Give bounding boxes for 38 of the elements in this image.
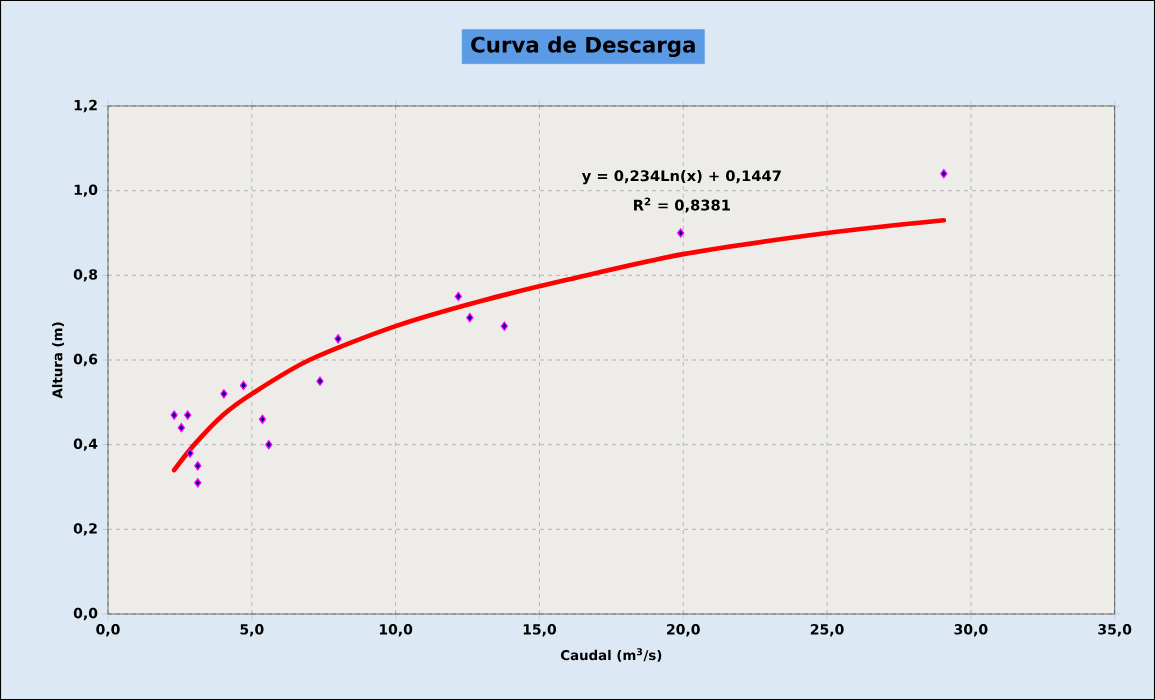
x-axis-title: Caudal (m$^{3}$/s)	[560, 648, 662, 662]
x-tick-label: 35,0	[1098, 624, 1132, 637]
point	[194, 461, 202, 471]
x-tick-label: 5,0	[240, 624, 264, 637]
y-tick-label: 0,6	[73, 353, 98, 367]
point	[184, 410, 192, 420]
annotation: R$^{2}$ = 0,8381	[634, 197, 730, 213]
point	[194, 478, 202, 488]
y-tick-label: 0,2	[73, 523, 97, 536]
point	[454, 291, 462, 302]
point	[170, 410, 178, 420]
point	[186, 448, 194, 458]
y-tick-label: 0,4	[73, 438, 98, 451]
point	[334, 334, 342, 344]
y-tick-label: 0,0	[73, 607, 98, 621]
point	[177, 423, 186, 433]
x-tick-label: 10,0	[379, 624, 413, 637]
point	[239, 380, 248, 391]
line-series	[171, 217, 947, 473]
point	[220, 389, 228, 399]
chart-title: Curva de Descarga	[471, 36, 695, 58]
y-tick-label: 0,8	[73, 269, 98, 282]
x-tick-label: 15,0	[523, 624, 557, 637]
y-tick-label: 1,0	[74, 184, 98, 197]
point	[500, 321, 509, 331]
y-tick-label: 1,2	[74, 99, 97, 113]
x-tick-label: 20,0	[667, 624, 700, 637]
point	[265, 440, 273, 450]
x-tick-label: 30,0	[954, 624, 988, 637]
point	[940, 169, 948, 179]
point	[258, 414, 267, 424]
x-tick-label: 25,0	[810, 624, 844, 637]
y-axis-title: Altura (m)	[52, 322, 64, 399]
point	[676, 228, 685, 238]
annotation: y = 0,234Ln(x) + 0,1447	[581, 169, 781, 185]
point	[316, 376, 324, 386]
point	[466, 313, 474, 323]
x-tick-label: 0,0	[96, 624, 120, 637]
